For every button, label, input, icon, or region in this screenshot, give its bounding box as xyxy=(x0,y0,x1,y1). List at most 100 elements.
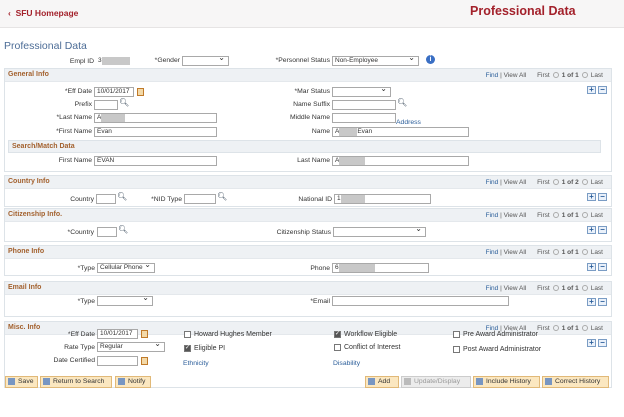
calendar-icon[interactable] xyxy=(141,357,148,365)
phone-type-select[interactable]: Cellular Phone xyxy=(97,263,155,273)
email-input[interactable] xyxy=(332,296,509,306)
date-certified-input[interactable] xyxy=(97,356,138,366)
correct-history-button[interactable]: Correct History xyxy=(542,376,609,388)
find-link[interactable]: Find xyxy=(485,211,499,219)
search-icon[interactable]: 🔍︎ xyxy=(119,98,130,107)
add-row-icon[interactable]: + xyxy=(587,226,596,234)
calendar-icon[interactable] xyxy=(141,330,148,338)
rate-type-label: Rate Type xyxy=(64,344,95,351)
update-display-button[interactable]: Update/Display xyxy=(401,376,471,388)
next-icon[interactable] xyxy=(581,71,588,78)
gender-select[interactable] xyxy=(182,56,229,66)
delete-row-icon[interactable]: − xyxy=(598,226,607,234)
checkbox[interactable] xyxy=(184,331,191,338)
sm-last-name-input[interactable]: A xyxy=(332,156,469,166)
view-all-link[interactable]: View All xyxy=(503,284,527,292)
view-all-link[interactable]: View All xyxy=(503,248,527,256)
last-name-input[interactable]: A xyxy=(94,113,217,123)
first-link[interactable]: First xyxy=(537,178,550,186)
search-icon[interactable]: 🔍︎ xyxy=(118,225,129,234)
add-row-icon[interactable]: + xyxy=(587,339,596,347)
first-link[interactable]: First xyxy=(537,284,550,292)
prev-icon[interactable] xyxy=(552,211,559,218)
prev-icon[interactable] xyxy=(552,284,559,291)
search-icon[interactable]: 🔍︎ xyxy=(397,98,408,107)
save-button[interactable]: Save xyxy=(5,376,38,388)
next-icon[interactable] xyxy=(581,248,588,255)
delete-row-icon[interactable]: − xyxy=(598,339,607,347)
last-link[interactable]: Last xyxy=(590,284,603,292)
sm-first-name-input[interactable]: EVAN xyxy=(94,156,217,166)
info-icon[interactable]: i xyxy=(426,55,435,64)
add-row-icon[interactable]: + xyxy=(587,193,596,201)
next-icon[interactable] xyxy=(581,178,588,185)
find-link[interactable]: Find xyxy=(485,71,499,79)
checkbox-checked[interactable]: ✓ xyxy=(184,345,191,352)
view-all-link[interactable]: View All xyxy=(503,324,527,332)
last-link[interactable]: Last xyxy=(590,248,603,256)
delete-row-icon[interactable]: − xyxy=(598,193,607,201)
next-icon[interactable] xyxy=(581,324,588,331)
last-link[interactable]: Last xyxy=(590,324,603,332)
first-link[interactable]: First xyxy=(537,211,550,219)
phone-input[interactable]: 6 xyxy=(332,263,429,273)
personnel-status-select[interactable]: Non-Employee xyxy=(332,56,419,66)
sfu-homepage-link[interactable]: ‹ SFU Homepage xyxy=(8,8,79,18)
last-link[interactable]: Last xyxy=(590,71,603,79)
national-id-input[interactable]: 1 xyxy=(334,194,431,204)
return-to-search-button[interactable]: Return to Search xyxy=(40,376,112,388)
checkbox-label: Howard Hughes Member xyxy=(194,331,272,338)
add-row-icon[interactable]: + xyxy=(587,263,596,271)
misc-eff-date-input[interactable]: 10/01/2017 xyxy=(97,329,138,339)
find-link[interactable]: Find xyxy=(485,178,499,186)
email-type-select[interactable] xyxy=(97,296,153,306)
ethnicity-link[interactable]: Ethnicity xyxy=(183,360,209,367)
eff-date-input[interactable]: 10/01/2017 xyxy=(94,87,134,97)
next-icon[interactable] xyxy=(581,211,588,218)
checkbox[interactable] xyxy=(334,344,341,351)
calendar-icon[interactable] xyxy=(137,88,144,96)
country-input[interactable] xyxy=(96,194,116,204)
delete-row-icon[interactable]: − xyxy=(598,298,607,306)
find-link[interactable]: Find xyxy=(485,284,499,292)
add-button[interactable]: Add xyxy=(365,376,399,388)
address-link[interactable]: Address xyxy=(396,119,421,126)
notify-button[interactable]: Notify xyxy=(115,376,151,388)
disability-link[interactable]: Disability xyxy=(333,360,361,367)
checkbox[interactable] xyxy=(453,331,460,338)
name-suffix-input[interactable] xyxy=(332,100,396,110)
add-row-icon[interactable]: + xyxy=(587,298,596,306)
search-icon[interactable]: 🔍︎ xyxy=(117,192,128,201)
include-history-button[interactable]: Include History xyxy=(473,376,540,388)
citizenship-status-select[interactable] xyxy=(333,227,426,237)
prev-icon[interactable] xyxy=(552,248,559,255)
delete-row-icon[interactable]: − xyxy=(598,86,607,94)
prefix-input[interactable] xyxy=(94,100,118,110)
last-link[interactable]: Last xyxy=(590,211,603,219)
prev-icon[interactable] xyxy=(552,178,559,185)
first-name-input[interactable]: Evan xyxy=(94,127,217,137)
mar-status-select[interactable] xyxy=(332,87,391,97)
find-link[interactable]: Find xyxy=(485,324,499,332)
view-all-link[interactable]: View All xyxy=(503,211,527,219)
prev-icon[interactable] xyxy=(552,71,559,78)
add-row-icon[interactable]: + xyxy=(587,86,596,94)
find-link[interactable]: Find xyxy=(485,248,499,256)
nid-type-input[interactable] xyxy=(184,194,216,204)
checkbox-checked[interactable]: ✓ xyxy=(334,331,341,338)
prev-icon[interactable] xyxy=(552,324,559,331)
row-count: 1 of 1 xyxy=(561,324,579,332)
first-link[interactable]: First xyxy=(537,324,550,332)
next-icon[interactable] xyxy=(581,284,588,291)
citizenship-country-input[interactable] xyxy=(97,227,117,237)
first-link[interactable]: First xyxy=(537,248,550,256)
delete-row-icon[interactable]: − xyxy=(598,263,607,271)
first-link[interactable]: First xyxy=(537,71,550,79)
last-link[interactable]: Last xyxy=(590,178,603,186)
view-all-link[interactable]: View All xyxy=(503,71,527,79)
search-icon[interactable]: 🔍︎ xyxy=(217,192,228,201)
checkbox[interactable] xyxy=(453,346,460,353)
rate-type-select[interactable]: Regular xyxy=(97,342,165,352)
view-all-link[interactable]: View All xyxy=(503,178,527,186)
middle-name-input[interactable] xyxy=(332,113,396,123)
